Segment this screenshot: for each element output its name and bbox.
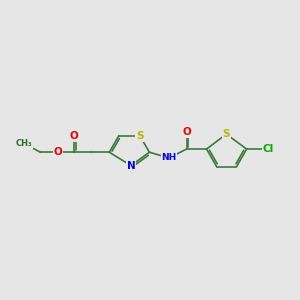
Text: O: O [182, 127, 191, 137]
Text: NH: NH [161, 153, 177, 162]
Text: O: O [53, 147, 62, 157]
Text: Cl: Cl [262, 144, 274, 154]
Text: CH₃: CH₃ [16, 139, 33, 148]
Text: O: O [69, 131, 78, 141]
Text: S: S [223, 129, 230, 139]
Text: N: N [127, 160, 135, 171]
Text: S: S [136, 131, 144, 141]
